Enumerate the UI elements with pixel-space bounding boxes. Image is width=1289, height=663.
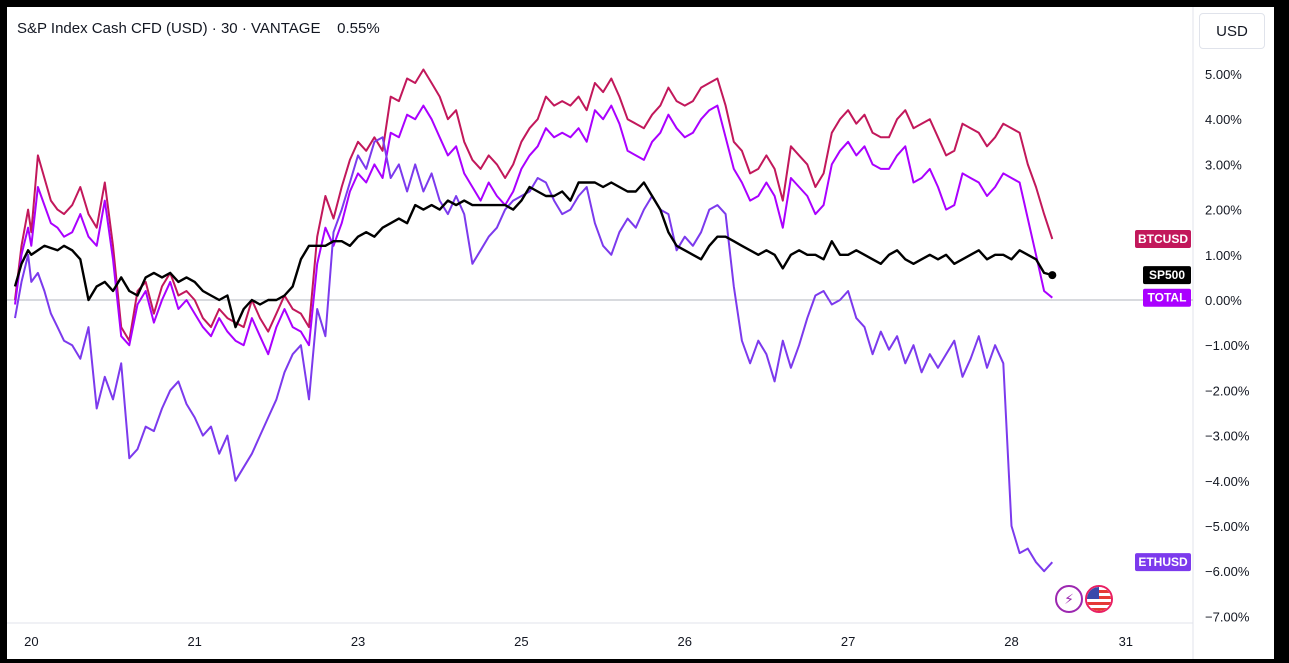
- badge-background: [1135, 229, 1191, 248]
- badge-label: SP500: [1149, 268, 1185, 282]
- badge-total: TOTAL: [1143, 288, 1191, 307]
- x-tick-label: 23: [351, 634, 365, 649]
- currency-button[interactable]: USD: [1199, 13, 1265, 49]
- badge-btcusd: BTCUSD: [1135, 229, 1191, 248]
- header-separator: ·: [211, 20, 217, 37]
- badge-background: [1143, 266, 1191, 285]
- lightning-icon[interactable]: ⚡: [1055, 585, 1083, 613]
- y-axis: 5.00% 4.00% 3.00% 2.00% 1.00% 0.00% −1.00% −2.0…: [1205, 67, 1250, 624]
- y-tick-label: −1.00%: [1205, 338, 1250, 353]
- x-tick-label: 26: [678, 634, 692, 649]
- currency-label: USD: [1216, 22, 1248, 40]
- change-value: 0.55%: [337, 20, 380, 37]
- series-line-ethusd[interactable]: [14, 136, 1054, 573]
- x-tick-label: 20: [24, 634, 38, 649]
- symbol-title[interactable]: S&P Index Cash CFD (USD): [17, 20, 208, 37]
- series-badges: BTCUSD TOTAL ETHUSD SP500: [1135, 229, 1191, 572]
- x-tick-label: 31: [1119, 634, 1133, 649]
- indicator-icons: ⚡: [1055, 585, 1113, 613]
- us-flag-icon[interactable]: [1085, 585, 1113, 613]
- x-tick-label: 25: [514, 634, 528, 649]
- series-last-point-sp500: [1048, 271, 1057, 280]
- badge-label: TOTAL: [1148, 291, 1187, 305]
- series-line-total[interactable]: [14, 104, 1053, 356]
- y-tick-label: −7.00%: [1205, 609, 1250, 624]
- y-tick-label: 5.00%: [1205, 67, 1242, 82]
- badge-background: [1135, 553, 1191, 572]
- y-tick-label: −5.00%: [1205, 519, 1250, 534]
- x-axis: 20 21 23 25 26 27 28 31: [24, 634, 1133, 649]
- chart-canvas[interactable]: 5.00% 4.00% 3.00% 2.00% 1.00% 0.00% −1.00% −2.0…: [7, 7, 1274, 659]
- y-tick-label: −2.00%: [1205, 383, 1250, 398]
- y-tick-label: 3.00%: [1205, 157, 1242, 172]
- header-separator: ·: [241, 20, 247, 37]
- y-tick-label: 2.00%: [1205, 203, 1242, 218]
- y-tick-label: −4.00%: [1205, 474, 1250, 489]
- interval-label[interactable]: 30: [220, 20, 238, 37]
- y-tick-label: −6.00%: [1205, 564, 1250, 579]
- x-tick-label: 27: [841, 634, 855, 649]
- badge-background: [1143, 288, 1191, 307]
- series-line-sp500[interactable]: [13, 181, 1053, 329]
- badge-label: BTCUSD: [1138, 232, 1188, 246]
- badge-ethusd: ETHUSD: [1135, 553, 1191, 572]
- y-tick-label: 0.00%: [1205, 293, 1242, 308]
- chart-header: S&P Index Cash CFD (USD) · 30 · VANTAGE …: [17, 20, 380, 37]
- chart-frame: 5.00% 4.00% 3.00% 2.00% 1.00% 0.00% −1.00% −2.0…: [7, 7, 1274, 659]
- badge-sp500: SP500: [1143, 266, 1191, 285]
- series-lines: [13, 68, 1057, 573]
- series-line-btcusd[interactable]: [14, 68, 1054, 342]
- x-tick-label: 28: [1004, 634, 1018, 649]
- y-tick-label: 4.00%: [1205, 112, 1242, 127]
- exchange-label: VANTAGE: [251, 20, 321, 37]
- badge-label: ETHUSD: [1138, 555, 1188, 569]
- y-tick-label: 1.00%: [1205, 248, 1242, 263]
- x-tick-label: 21: [187, 634, 201, 649]
- y-tick-label: −3.00%: [1205, 429, 1250, 444]
